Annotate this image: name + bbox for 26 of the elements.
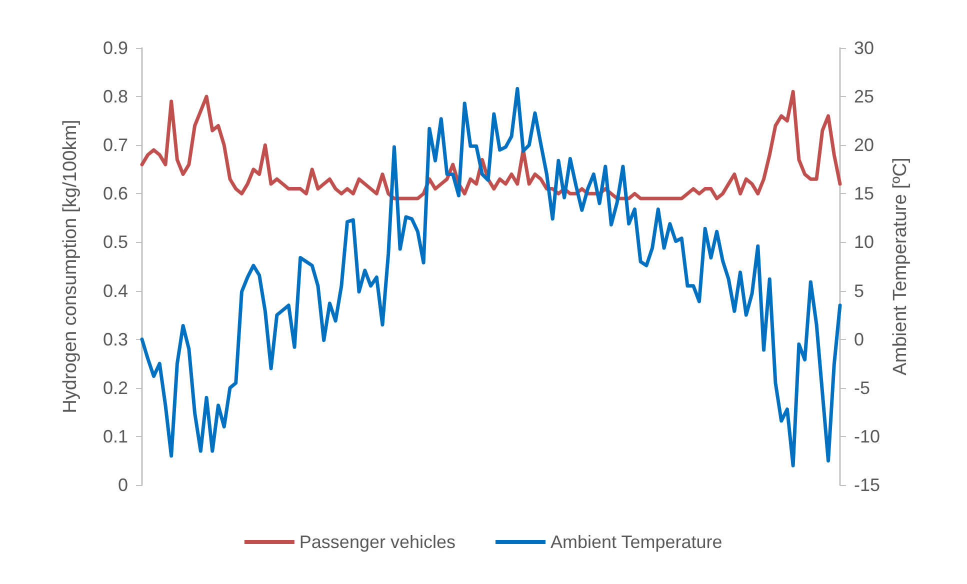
y-tick-label: 0.2 — [102, 378, 128, 398]
legend-label: Passenger vehicles — [299, 532, 456, 552]
line-series — [140, 87, 842, 468]
y2-axis-title: Ambient Temperature [ºC] — [890, 158, 911, 376]
y2-tick-label: 30 — [854, 38, 874, 58]
y-tick-label: 0.1 — [102, 426, 128, 446]
y-tick-label: 0.6 — [102, 184, 128, 204]
y2-tick-label: 0 — [854, 329, 864, 350]
y2-tick-label: 20 — [854, 135, 874, 156]
y-tick-label: 0.5 — [102, 232, 128, 252]
y2-tick-label: 10 — [854, 232, 874, 252]
legend-label: Ambient Temperature — [550, 532, 722, 552]
y2-tick-label: -15 — [854, 475, 880, 495]
y-tick-label: 0 — [118, 475, 128, 495]
y-tick-label: 0.3 — [102, 329, 128, 350]
y-axis-title: Hydrogen consumption [kg/100km] — [60, 120, 81, 414]
y2-tick-label: 5 — [854, 280, 864, 301]
y-tick-label: 0.9 — [102, 38, 128, 58]
y-tick-label: 0.4 — [102, 280, 128, 301]
y2-tick-label: -5 — [854, 378, 870, 398]
y2-tick-label: -10 — [854, 426, 880, 446]
y-tick-label: 0.7 — [102, 135, 128, 156]
y2-tick-label: 15 — [854, 184, 874, 204]
y2-tick-label: 25 — [854, 86, 874, 107]
y-tick-label: 0.8 — [102, 86, 128, 107]
line-series — [140, 90, 842, 200]
